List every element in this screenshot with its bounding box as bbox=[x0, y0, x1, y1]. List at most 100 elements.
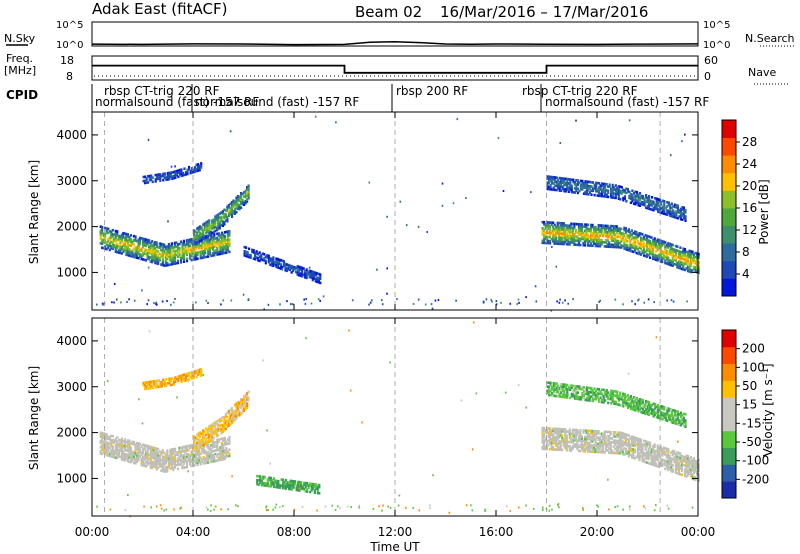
scatter-cell bbox=[577, 449, 580, 453]
scatter-cell bbox=[164, 247, 167, 251]
scatter-cell bbox=[233, 404, 237, 407]
scatter-cell bbox=[126, 455, 129, 459]
scatter-cell bbox=[631, 397, 634, 401]
scatter-cell bbox=[546, 429, 549, 432]
scatter-cell bbox=[154, 251, 157, 254]
scatter-cell bbox=[650, 452, 653, 456]
scatter-cell bbox=[311, 278, 314, 282]
scatter-cell bbox=[269, 476, 272, 480]
scatter-cell bbox=[579, 179, 582, 183]
scatter-cell bbox=[692, 471, 696, 475]
scatter-cell bbox=[564, 440, 567, 444]
scatter-cell bbox=[104, 235, 107, 238]
scatter-cell bbox=[240, 406, 243, 409]
scatter-cell bbox=[688, 268, 691, 271]
scatter-cell bbox=[111, 247, 114, 251]
scatter-cell bbox=[571, 438, 574, 442]
scatter-cell bbox=[541, 428, 544, 432]
colorbar-segment bbox=[722, 225, 736, 244]
scatter-cell bbox=[184, 372, 188, 376]
scatter-cell bbox=[677, 254, 680, 257]
scatter-cell bbox=[214, 431, 217, 435]
scatter-cell bbox=[189, 463, 192, 466]
scatter-cell bbox=[636, 456, 640, 459]
scatter-cell bbox=[143, 454, 146, 457]
colorbar-tick-label: 20 bbox=[742, 179, 757, 193]
scatter-cell bbox=[569, 186, 572, 190]
scatter-cell bbox=[154, 177, 157, 181]
scatter-cell bbox=[599, 228, 602, 231]
scatter-cell bbox=[143, 248, 146, 251]
scatter-cell bbox=[161, 247, 164, 250]
scatter-cell bbox=[381, 303, 384, 306]
scatter-cell bbox=[232, 203, 235, 207]
scatter-cell bbox=[614, 188, 617, 191]
scatter-cell bbox=[212, 222, 215, 226]
scatter-cell bbox=[586, 437, 590, 441]
scatter-cell bbox=[509, 302, 512, 305]
scatter-cell bbox=[623, 228, 626, 232]
scatter-cell bbox=[582, 390, 586, 393]
scatter-cell bbox=[615, 435, 618, 438]
scatter-cell bbox=[586, 433, 590, 437]
scatter-cell bbox=[148, 461, 151, 465]
scatter-cell bbox=[574, 439, 577, 442]
scatter-cell bbox=[101, 440, 104, 443]
scatter-cell bbox=[582, 445, 585, 449]
scatter-cell bbox=[676, 261, 679, 265]
scatter-cell bbox=[647, 449, 650, 452]
scatter-cell bbox=[654, 203, 657, 206]
scatter-cell bbox=[671, 449, 674, 453]
scatter-cell bbox=[564, 434, 567, 437]
scatter-cell bbox=[164, 459, 167, 463]
scatter-cell bbox=[128, 452, 131, 455]
scatter-cell bbox=[194, 436, 197, 439]
scatter-cell bbox=[665, 254, 668, 257]
scatter-cell bbox=[686, 269, 690, 273]
scatter-cell bbox=[223, 437, 226, 440]
scatter-cell bbox=[120, 454, 123, 457]
scatter-cell bbox=[161, 255, 164, 259]
freq-label-2: [MHz] bbox=[4, 64, 36, 77]
scatter-cell bbox=[215, 428, 218, 432]
scatter-cell bbox=[549, 225, 552, 228]
scatter-cell bbox=[610, 391, 613, 395]
scatter-cell bbox=[593, 230, 596, 233]
scatter-cell bbox=[647, 441, 650, 444]
scatter-cell bbox=[229, 414, 232, 418]
scatter-cell bbox=[122, 231, 125, 235]
scatter-cell bbox=[114, 452, 117, 455]
scatter-cell bbox=[155, 253, 158, 257]
scatter-cell bbox=[211, 227, 214, 231]
scatter-cell bbox=[168, 175, 171, 179]
scatter-cell bbox=[200, 372, 203, 375]
scatter-cell bbox=[230, 213, 234, 216]
noise-left-tick-top: 10^5 bbox=[56, 20, 83, 31]
scatter-cell bbox=[302, 267, 305, 270]
scatter-cell bbox=[160, 263, 163, 266]
scatter-cell bbox=[262, 483, 265, 487]
scatter-cell bbox=[152, 257, 155, 260]
scatter-cell bbox=[185, 453, 189, 456]
scatter-cell bbox=[653, 455, 656, 459]
scatter-cell bbox=[154, 461, 157, 464]
scatter-cell bbox=[143, 458, 146, 461]
scatter-cell bbox=[632, 452, 635, 455]
scatter-cell bbox=[182, 449, 186, 453]
scatter-cell bbox=[120, 458, 123, 461]
scatter-cell bbox=[608, 228, 611, 232]
scatter-cell bbox=[552, 384, 555, 387]
scatter-cell bbox=[152, 250, 155, 254]
scatter-cell bbox=[123, 454, 126, 458]
scatter-cell bbox=[145, 240, 148, 243]
scatter-cell bbox=[648, 253, 650, 256]
scatter-cell bbox=[251, 250, 254, 254]
scatter-cell bbox=[281, 482, 285, 486]
scatter-cell bbox=[298, 480, 301, 484]
scatter-cell bbox=[550, 445, 553, 449]
scatter-cell bbox=[134, 249, 137, 253]
scatter-cell bbox=[567, 430, 570, 433]
scatter-cell bbox=[652, 243, 655, 246]
scatter-cell bbox=[602, 240, 605, 244]
scatter-cell bbox=[677, 252, 680, 255]
